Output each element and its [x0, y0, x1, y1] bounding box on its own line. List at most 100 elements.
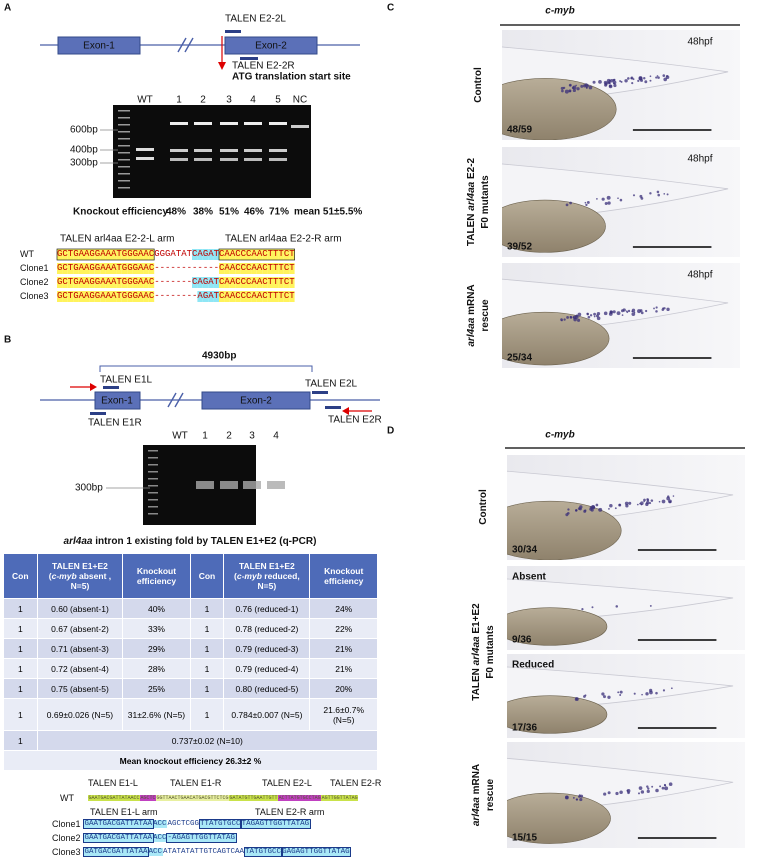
marker-label: 300bp	[70, 158, 98, 169]
label: 46%	[244, 207, 264, 218]
text-span: 1	[204, 623, 210, 634]
label: TALEN E2L	[305, 379, 357, 390]
band	[170, 122, 188, 125]
stain-dot	[643, 500, 645, 503]
text-span: TALEN E1+E2	[52, 561, 108, 571]
lane-label: 1	[176, 95, 182, 106]
ladder-band	[148, 471, 158, 473]
arrowhead	[342, 407, 349, 415]
stain-dot	[564, 795, 569, 800]
highlight	[78, 249, 84, 260]
stain-dot	[638, 786, 643, 790]
highlight	[138, 277, 144, 288]
highlight	[111, 249, 117, 260]
side-line: arl4aa mRNA	[471, 764, 482, 826]
stain-dot	[666, 496, 671, 501]
band	[194, 122, 212, 125]
stain-dot	[618, 503, 622, 507]
highlight	[148, 263, 155, 274]
text-span: 1	[204, 663, 210, 674]
stain-dot	[604, 202, 608, 205]
lane-label: 1	[202, 431, 208, 442]
highlight	[57, 263, 63, 274]
highlight	[219, 291, 225, 302]
time-label: 48hpf	[687, 154, 712, 165]
text-span: 28%	[147, 663, 165, 674]
highlight	[57, 249, 63, 260]
talen-label: TALEN E1-L	[88, 778, 138, 788]
label: 71%	[269, 207, 289, 218]
embryo-image	[502, 263, 740, 368]
band	[170, 158, 188, 161]
label: Exon-2	[255, 41, 287, 52]
talen-bar	[103, 386, 119, 389]
label: TALEN E1L	[100, 375, 152, 386]
stain-dot	[617, 691, 620, 694]
stain-dot	[625, 504, 629, 508]
text-span: ACC	[152, 834, 168, 842]
ladder-band	[148, 499, 158, 501]
stain-dot	[563, 318, 566, 321]
stain-dot	[587, 315, 591, 319]
stain-dot	[567, 508, 570, 511]
table-cell: Knockout efficiency	[309, 553, 378, 599]
side-part: arl4aa	[471, 636, 482, 665]
highlight	[78, 277, 84, 288]
text-span: TAGAGTTGGTTATAG	[240, 819, 311, 829]
stain-dot	[621, 314, 624, 316]
table-row: Con TALEN E1+E2 (c-myb absent , N=5) Knocko…	[3, 553, 378, 599]
yolk	[502, 199, 606, 253]
highlight	[67, 249, 74, 260]
band	[291, 125, 309, 128]
talen-label: TALEN E1-R	[170, 778, 222, 788]
label: 48%	[166, 207, 186, 218]
text-span: 0.67 (absent-2)	[51, 623, 109, 634]
text-span: 0.69±0.026 (N=5)	[46, 709, 114, 720]
sequence: GCTGAAGGAAATGGGAAC--------AGATCAACCCAACT…	[57, 291, 295, 301]
panel-label: B	[4, 335, 11, 346]
text-span: ACTTATGTGCCTAG	[278, 795, 322, 801]
highlight	[273, 263, 279, 274]
stain-dot	[632, 78, 635, 81]
table-cell: 1	[3, 638, 38, 659]
highlight	[224, 291, 230, 302]
text-span: 1	[204, 683, 210, 694]
stain-dot	[666, 193, 669, 196]
count-label: 9/36	[512, 635, 532, 646]
stain-dot	[569, 84, 572, 87]
highlight	[283, 263, 290, 274]
text-span: AGCTCGG	[167, 820, 200, 828]
stain-dot	[584, 201, 587, 204]
sequence: GCTGAAGGAAATGGGAAC-------CAGATCAACCCAACT…	[57, 277, 295, 287]
stain-dot	[637, 792, 641, 795]
side-part: E2-2	[466, 157, 477, 181]
highlight	[57, 277, 63, 288]
highlight	[251, 277, 257, 288]
box	[56, 248, 155, 261]
stain-dot	[639, 194, 643, 198]
text-span: GGTTAACTGAACATGACGTTCTCG	[156, 795, 230, 801]
side-line: Control	[478, 489, 489, 525]
title-gene: arl4aa	[64, 536, 93, 547]
stain-dot	[646, 499, 650, 502]
highlight	[267, 249, 273, 260]
break-mark	[177, 37, 194, 53]
stain-dot	[603, 792, 607, 796]
stain-dot	[643, 76, 646, 80]
stain-dot	[595, 503, 599, 507]
text-span: 1	[17, 735, 23, 746]
highlight	[197, 249, 203, 260]
highlight	[116, 291, 122, 302]
text-span: ACC	[148, 848, 163, 856]
stain-dot	[630, 77, 633, 80]
stain-dot	[657, 193, 660, 197]
text-span: absent , N=5)	[70, 571, 112, 591]
count-label: 39/52	[507, 242, 532, 253]
highlight	[143, 263, 149, 274]
lane-label: NC	[293, 95, 307, 106]
highlight	[67, 291, 74, 302]
stain-dot	[561, 89, 564, 93]
stain-dot	[619, 690, 623, 694]
stain-dot	[633, 311, 636, 314]
